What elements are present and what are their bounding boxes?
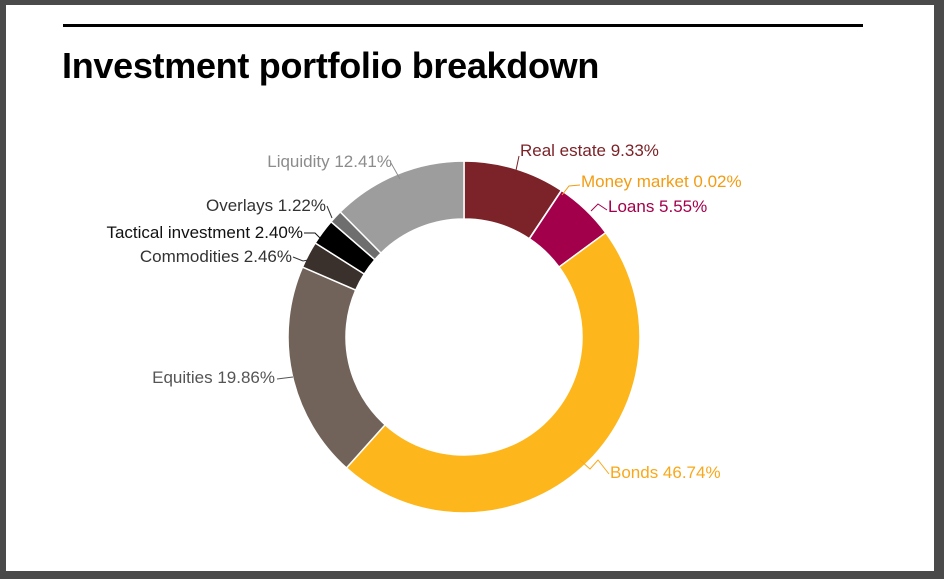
leader-line-loans — [590, 203, 608, 212]
data-label-tactical-investment: Tactical investment 2.40% — [106, 223, 303, 242]
data-label-overlays: Overlays 1.22% — [206, 196, 326, 215]
leader-line-liquidity — [390, 162, 401, 180]
slice-bonds — [345, 231, 641, 514]
data-label-equities: Equities 19.86% — [152, 368, 275, 387]
top-rule — [63, 24, 863, 27]
data-label-liquidity: Liquidity 12.41% — [267, 152, 392, 171]
leader-line-equities — [276, 376, 294, 380]
data-label-loans: Loans 5.55% — [608, 197, 707, 216]
chart-frame: Investment portfolio breakdown Real esta… — [6, 5, 934, 571]
leader-line-bonds — [579, 459, 610, 475]
slice-equities — [287, 266, 387, 470]
data-label-money-market: Money market 0.02% — [581, 172, 742, 191]
leader-line-commodities — [292, 256, 309, 262]
slice-liquidity — [339, 160, 465, 255]
leader-line-money-market — [561, 184, 581, 196]
leader-line-tactical-investment — [304, 232, 321, 239]
leader-line-overlays — [326, 205, 333, 219]
data-label-real-estate: Real estate 9.33% — [520, 141, 659, 160]
data-label-commodities: Commodities 2.46% — [140, 247, 292, 266]
chart-title: Investment portfolio breakdown — [62, 45, 600, 86]
leader-line-real-estate — [513, 155, 520, 181]
data-label-bonds: Bonds 46.74% — [610, 463, 721, 482]
donut-chart: Real estate 9.33% Money market 0.02% Loans… — [106, 141, 742, 514]
